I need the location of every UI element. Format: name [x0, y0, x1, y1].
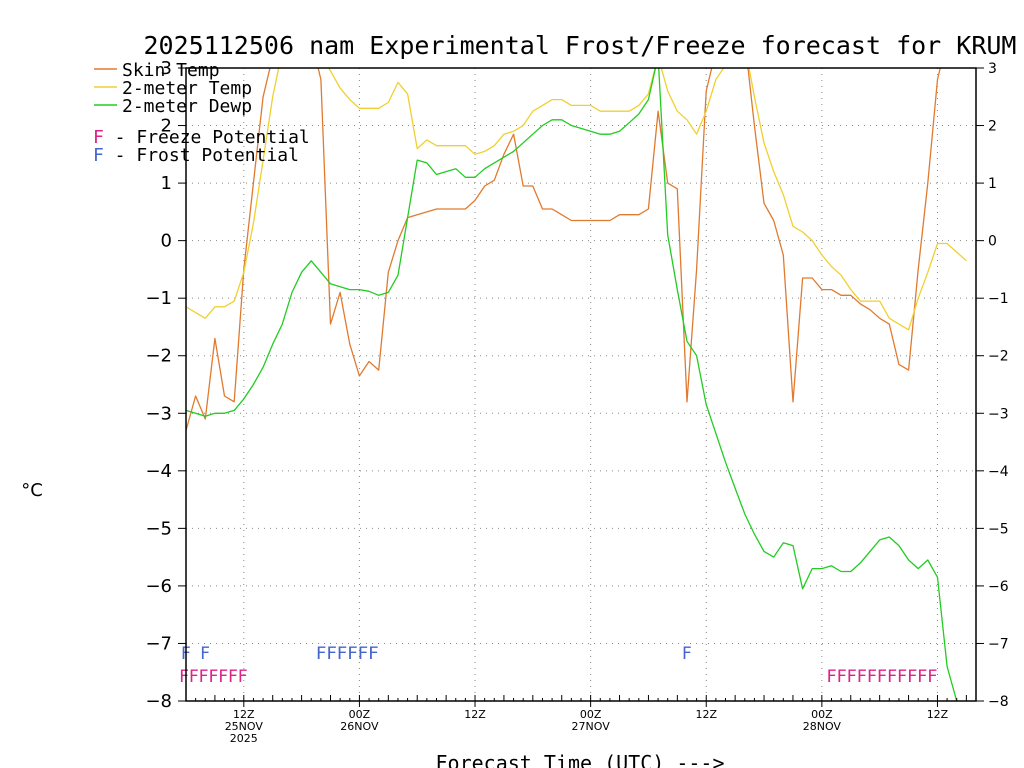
- marker-frost-potential: F: [200, 644, 210, 664]
- y-tick-label: 0: [161, 231, 172, 252]
- series-line-skin-temp: [186, 68, 941, 431]
- y-axis-label: °C: [21, 480, 43, 501]
- y-tick-label-right: 0: [988, 234, 997, 250]
- y-tick-label-right: −5: [988, 521, 1009, 537]
- series-layer: [186, 68, 967, 701]
- y-tick-label: −7: [145, 633, 172, 654]
- y-tick-label: 3: [161, 58, 172, 79]
- x-tick-label: 12Z: [464, 708, 486, 721]
- x-tick-label: 26NOV: [340, 720, 379, 733]
- marker-frost-potential: F: [682, 644, 692, 664]
- chart-title: 2025112506 nam Experimental Frost/Freeze…: [144, 31, 1017, 60]
- x-tick-label: 27NOV: [572, 720, 611, 733]
- y-tick-label-right: −3: [988, 406, 1009, 422]
- y-tick-label: −1: [145, 288, 172, 309]
- x-tick-label: 00Z: [811, 708, 833, 721]
- legend-label: 2-meter Temp: [122, 78, 252, 99]
- symbol-legend-label: - Freeze Potential: [104, 127, 310, 148]
- symbol-legend-entry: F - Freeze Potential: [93, 127, 310, 148]
- symbol-legend-symbol: F: [93, 127, 104, 148]
- y-tick-label-right: 2: [988, 119, 997, 135]
- y-tick-label: −5: [145, 518, 172, 539]
- y-tick-label-right: −1: [988, 291, 1009, 307]
- y-tick-label-right: 1: [988, 176, 997, 192]
- y-tick-label: −6: [145, 576, 172, 597]
- series-line-2-meter-dewp: [186, 68, 958, 701]
- legend-label: Skin Temp: [122, 60, 220, 81]
- y-tick-label: −4: [145, 461, 172, 482]
- y-tick-label: 1: [161, 173, 172, 194]
- y-tick-label-right: 3: [988, 61, 997, 77]
- y-tick-label: −3: [145, 403, 172, 424]
- y-tick-label-right: −8: [988, 694, 1009, 710]
- x-tick-label: 25NOV: [225, 720, 264, 733]
- x-tick-label: 28NOV: [803, 720, 842, 733]
- symbol-legend-entry: F - Frost Potential: [93, 145, 299, 166]
- y-axis-left: 3 2 1 0 −1 −2 −3 −4 −5 −6 −7 −8: [145, 58, 186, 712]
- series-line-2-meter-temp: [186, 68, 967, 331]
- grid: [186, 68, 976, 701]
- y-tick-label-right: −6: [988, 579, 1009, 595]
- x-tick-label: 12Z: [927, 708, 949, 721]
- y-tick-label-right: −2: [988, 349, 1009, 365]
- x-tick-label: 2025: [230, 732, 258, 745]
- symbol-legend-symbol: F: [93, 145, 104, 166]
- y-tick-label: −8: [145, 691, 172, 712]
- symbol-legend-label: - Frost Potential: [104, 145, 299, 166]
- y-tick-label: −2: [145, 346, 172, 367]
- marker-frost-potential: FFFFFF: [316, 644, 379, 664]
- y-tick-label-right: −4: [988, 464, 1009, 480]
- x-tick-label: 00Z: [349, 708, 371, 721]
- y-tick-label: 2: [161, 116, 172, 137]
- marker-freeze-potential: FFFFFFFFFFF: [827, 667, 938, 687]
- x-tick-label: 12Z: [233, 708, 255, 721]
- y-tick-label-right: −7: [988, 636, 1009, 652]
- y-axis-right: 3 2 1 0 −1 −2 −3 −4 −5 −6 −7 −8: [976, 61, 1009, 710]
- x-tick-label: 12Z: [695, 708, 717, 721]
- legend-label: 2-meter Dewp: [122, 96, 252, 117]
- x-tick-label: 00Z: [580, 708, 602, 721]
- marker-freeze-potential: FFFFFFF: [179, 667, 247, 687]
- x-axis-label: Forecast Time (UTC) --->: [436, 751, 725, 768]
- plot-frame: [185, 67, 977, 702]
- marker-layer: F F FFFFFF FFFFFFFF FFFFFFFFFFF: [179, 644, 937, 687]
